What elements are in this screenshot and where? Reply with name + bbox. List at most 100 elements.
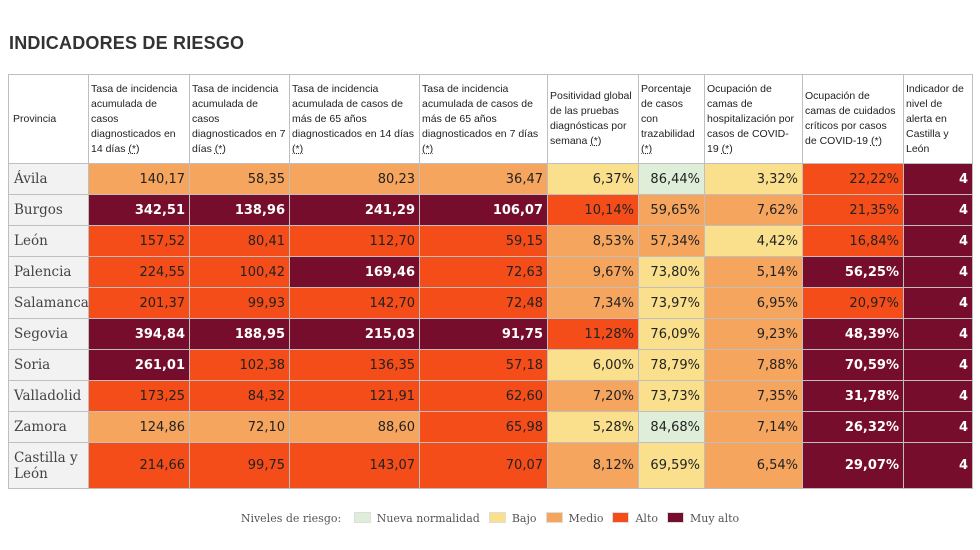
indicator-cell: 78,79% — [638, 349, 705, 381]
legend-swatch — [667, 512, 684, 523]
indicator-cell: 65,98 — [419, 411, 548, 443]
indicator-cell: 4,42% — [704, 225, 803, 257]
legend-swatch — [488, 512, 506, 523]
legend-swatch — [612, 512, 630, 523]
indicator-cell: 73,80% — [638, 256, 705, 288]
indicator-cell: 36,47 — [419, 163, 548, 195]
indicator-cell: 29,07% — [802, 442, 904, 489]
indicator-cell: 5,14% — [704, 256, 803, 288]
indicator-cell: 70,07 — [419, 442, 548, 489]
legend-item-label: Bajo — [511, 512, 537, 525]
risk-legend: Niveles de riesgo: Nueva normalidad Bajo M… — [0, 512, 980, 525]
table-row: Valladolid 173,25 84,32 121,91 62,60 7,20% 73,… — [8, 380, 973, 412]
indicator-cell: 224,55 — [88, 256, 190, 288]
indicator-cell: 261,01 — [88, 349, 190, 381]
indicator-cell: 88,60 — [289, 411, 420, 443]
indicator-cell: 7,20% — [547, 380, 639, 412]
legend-item-label: Nueva normalidad — [376, 512, 480, 525]
indicator-cell: 7,88% — [704, 349, 803, 381]
indicator-cell: 59,15 — [419, 225, 548, 257]
indicator-cell: 136,35 — [289, 349, 420, 381]
province-name: León — [8, 225, 89, 257]
footnote-link[interactable]: (*) — [721, 142, 733, 155]
header-incidence-7d: Tasa de incidencia acumulada de casos di… — [189, 74, 290, 164]
header-incidence-14d: Tasa de incidencia acumulada de casos di… — [88, 74, 190, 164]
table-row: Burgos 342,51 138,96 241,29 106,07 10,14% 59,6… — [8, 194, 973, 226]
indicator-cell: 70,59% — [802, 349, 904, 381]
indicator-cell: 6,54% — [704, 442, 803, 489]
indicator-cell: 241,29 — [289, 194, 420, 226]
indicator-cell: 84,32 — [189, 380, 290, 412]
province-name: Zamora — [8, 411, 89, 443]
legend-swatch — [353, 512, 371, 523]
indicator-cell: 6,37% — [547, 163, 639, 195]
indicator-cell: 4 — [903, 349, 973, 381]
indicator-cell: 57,18 — [419, 349, 548, 381]
indicator-cell: 80,23 — [289, 163, 420, 195]
indicator-cell: 58,35 — [189, 163, 290, 195]
indicator-cell: 143,07 — [289, 442, 420, 489]
indicator-cell: 56,25% — [802, 256, 904, 288]
footnote-link[interactable]: (*) — [870, 135, 883, 147]
indicator-cell: 48,39% — [802, 318, 904, 350]
indicator-cell: 20,97% — [802, 287, 904, 319]
table-row: Castilla y León 214,66 99,75 143,07 70,07 8,1… — [8, 442, 973, 489]
table-row: Zamora 124,86 72,10 88,60 65,98 5,28% 84,68% 7,… — [8, 411, 973, 443]
table-row: Palencia 224,55 100,42 169,46 72,63 9,67% 73,8… — [8, 256, 973, 288]
indicator-cell: 138,96 — [189, 194, 290, 226]
province-name: Burgos — [8, 194, 89, 226]
indicator-cell: 4 — [903, 194, 973, 226]
province-name: Palencia — [8, 256, 89, 288]
indicator-cell: 169,46 — [289, 256, 420, 288]
legend-item: Muy alto — [667, 512, 739, 525]
header-ocupacion-hospital: Ocupación de camas de hospitalización po… — [704, 74, 803, 164]
indicator-cell: 11,28% — [547, 318, 639, 350]
indicator-cell: 73,97% — [638, 287, 705, 319]
indicator-cell: 76,09% — [638, 318, 705, 350]
indicator-cell: 3,32% — [704, 163, 803, 195]
indicator-cell: 72,48 — [419, 287, 548, 319]
indicator-cell: 99,93 — [189, 287, 290, 319]
indicator-cell: 112,70 — [289, 225, 420, 257]
legend-item: Medio — [545, 512, 603, 525]
indicator-cell: 173,25 — [88, 380, 190, 412]
indicator-cell: 8,12% — [547, 442, 639, 489]
footnote-link[interactable]: (*) — [641, 142, 653, 155]
risk-indicators-table: Provincia Tasa de incidencia acumulada d… — [8, 74, 973, 489]
province-name: Soria — [8, 349, 89, 381]
indicator-cell: 140,17 — [88, 163, 190, 195]
indicator-cell: 73,73% — [638, 380, 705, 412]
footnote-link[interactable]: (*) — [590, 135, 602, 147]
footnote-link[interactable]: (*) — [292, 142, 304, 155]
indicator-cell: 9,23% — [704, 318, 803, 350]
footnote-link[interactable]: (*) — [214, 142, 226, 155]
indicator-cell: 4 — [903, 318, 973, 350]
indicator-cell: 86,44% — [638, 163, 705, 195]
indicator-cell: 6,95% — [704, 287, 803, 319]
province-name: Salamanca — [8, 287, 89, 319]
indicator-cell: 8,53% — [547, 225, 639, 257]
indicator-cell: 99,75 — [189, 442, 290, 489]
indicator-cell: 5,28% — [547, 411, 639, 443]
province-name: Valladolid — [8, 380, 89, 412]
header-ocupacion-criticos: Ocupación de camas de cuidados críticos … — [802, 74, 904, 164]
indicator-cell: 394,84 — [88, 318, 190, 350]
indicator-cell: 9,67% — [547, 256, 639, 288]
legend-item-label: Muy alto — [690, 512, 740, 525]
header-nivel-alerta: Indicador de nivel de alerta en Castilla… — [903, 74, 973, 164]
footnote-link[interactable]: (*) — [422, 142, 434, 155]
indicator-cell: 72,10 — [189, 411, 290, 443]
indicator-cell: 4 — [903, 163, 973, 195]
indicator-cell: 72,63 — [419, 256, 548, 288]
footnote-link[interactable]: (*) — [128, 142, 140, 155]
indicator-cell: 106,07 — [419, 194, 548, 226]
province-name: Segovia — [8, 318, 89, 350]
indicator-cell: 201,37 — [88, 287, 190, 319]
indicator-cell: 100,42 — [189, 256, 290, 288]
indicator-cell: 80,41 — [189, 225, 290, 257]
legend-item: Alto — [612, 512, 658, 525]
indicator-cell: 26,32% — [802, 411, 904, 443]
header-provincia: Provincia — [8, 74, 89, 164]
legend-item: Nueva normalidad — [353, 512, 480, 525]
header-incidence-65-14d: Tasa de incidencia acumulada de casos de… — [289, 74, 420, 164]
